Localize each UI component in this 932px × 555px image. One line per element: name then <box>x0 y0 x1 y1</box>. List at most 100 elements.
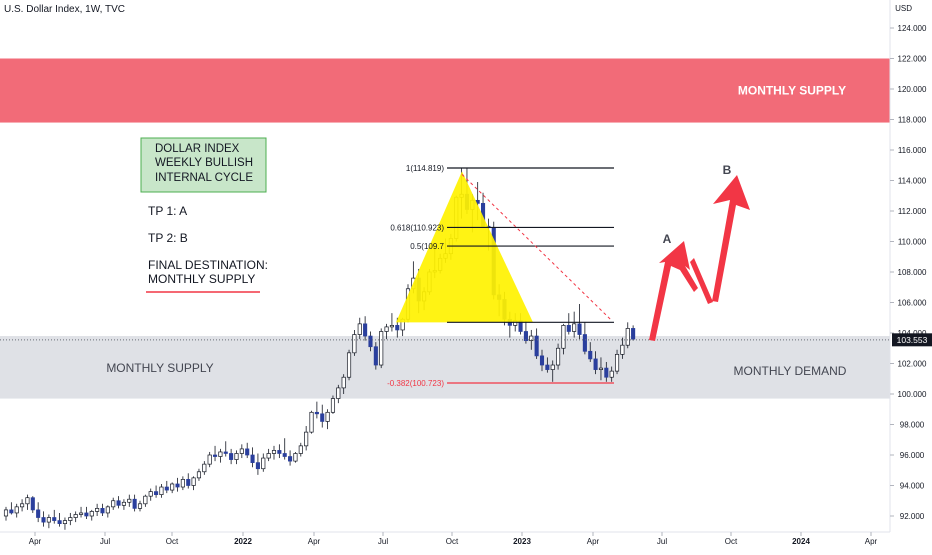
candle-body[interactable] <box>73 514 78 518</box>
candle-body[interactable] <box>266 453 271 459</box>
candle-body[interactable] <box>598 367 604 370</box>
candle-body[interactable] <box>78 512 84 515</box>
candle-body[interactable] <box>137 503 143 509</box>
info-box[interactable] <box>140 137 267 193</box>
candle-body[interactable] <box>582 334 587 352</box>
candle-body[interactable] <box>250 454 255 463</box>
candle-body[interactable] <box>36 509 41 518</box>
target-b-arrow[interactable] <box>690 175 750 304</box>
candle-body[interactable] <box>212 454 218 457</box>
candle-body[interactable] <box>609 370 614 378</box>
candle-body[interactable] <box>320 413 325 422</box>
candle-body[interactable] <box>164 486 169 491</box>
candle-body[interactable] <box>180 479 185 488</box>
candle-body[interactable] <box>261 457 266 470</box>
candle-body[interactable] <box>207 454 212 465</box>
candle-body[interactable] <box>572 323 577 332</box>
candle-body[interactable] <box>143 495 148 505</box>
candle-body[interactable] <box>255 462 260 470</box>
candle-body[interactable] <box>9 509 14 514</box>
candle-body[interactable] <box>614 354 620 372</box>
candle-body[interactable] <box>363 323 368 337</box>
candle-body[interactable] <box>604 367 609 378</box>
candle-body[interactable] <box>330 398 336 413</box>
candle-body[interactable] <box>111 500 116 508</box>
candle-body[interactable] <box>352 334 357 354</box>
candle-body[interactable] <box>550 364 555 370</box>
candle-body[interactable] <box>529 335 534 341</box>
candle-body[interactable] <box>588 350 593 360</box>
monthly-supply-zone-top[interactable] <box>0 58 890 123</box>
candle-body[interactable] <box>282 453 287 457</box>
candle-body[interactable] <box>341 376 346 389</box>
candle-body[interactable] <box>89 511 94 517</box>
candle-body[interactable] <box>271 450 277 454</box>
candle-body[interactable] <box>239 448 244 454</box>
candle-body[interactable] <box>373 346 378 366</box>
candle-body[interactable] <box>218 451 223 457</box>
candle-body[interactable] <box>379 331 384 366</box>
candle-body[interactable] <box>202 463 207 473</box>
candle-body[interactable] <box>25 497 30 505</box>
candle-body[interactable] <box>556 347 561 366</box>
candle-body[interactable] <box>384 326 389 332</box>
candle-body[interactable] <box>20 503 25 508</box>
candle-body[interactable] <box>191 477 196 486</box>
candle-body[interactable] <box>57 520 62 524</box>
candle-body[interactable] <box>368 335 373 348</box>
candle-body[interactable] <box>148 491 153 497</box>
candle-body[interactable] <box>196 471 202 479</box>
candle-body[interactable] <box>395 325 400 331</box>
target-a-arrow[interactable] <box>649 241 698 341</box>
candle-body[interactable] <box>100 508 105 514</box>
candle-body[interactable] <box>593 358 598 370</box>
candle-body[interactable] <box>631 328 636 340</box>
candle-body[interactable] <box>52 517 57 521</box>
candle-body[interactable] <box>298 445 303 454</box>
candle-body[interactable] <box>389 325 394 328</box>
bullish-cycle-triangle[interactable] <box>396 171 533 323</box>
candle-body[interactable] <box>561 325 566 349</box>
candle-body[interactable] <box>234 453 239 460</box>
candle-body[interactable] <box>523 331 528 341</box>
candle-body[interactable] <box>625 328 630 346</box>
candle-body[interactable] <box>304 431 309 447</box>
candle-body[interactable] <box>314 411 319 415</box>
candle-body[interactable] <box>566 325 571 332</box>
candle-body[interactable] <box>175 483 180 488</box>
candle-body[interactable] <box>132 498 137 509</box>
candle-body[interactable] <box>116 500 121 506</box>
candle-body[interactable] <box>229 453 234 460</box>
candle-body[interactable] <box>309 411 314 433</box>
candle-body[interactable] <box>121 501 126 506</box>
candle-body[interactable] <box>62 520 68 524</box>
candle-body[interactable] <box>277 450 282 454</box>
candle-body[interactable] <box>357 323 362 335</box>
candle-body[interactable] <box>95 508 100 512</box>
candle-body[interactable] <box>288 456 293 462</box>
candle-body[interactable] <box>539 355 545 366</box>
candle-body[interactable] <box>84 512 89 517</box>
monthly-demand-zone[interactable] <box>0 336 890 399</box>
candle-body[interactable] <box>223 451 228 454</box>
candle-body[interactable] <box>3 509 9 517</box>
descending-trendline[interactable] <box>461 174 613 322</box>
symbol-title[interactable]: U.S. Dollar Index, 1W, TVC <box>4 4 125 15</box>
candle-body[interactable] <box>346 352 352 378</box>
candle-body[interactable] <box>14 506 19 514</box>
candle-body[interactable] <box>336 387 341 399</box>
candle-body[interactable] <box>105 506 110 514</box>
candle-body[interactable] <box>293 453 298 462</box>
candle-body[interactable] <box>159 486 164 495</box>
candle-body[interactable] <box>46 517 51 523</box>
candle-body[interactable] <box>170 483 175 491</box>
candle-body[interactable] <box>30 497 35 511</box>
candle-body[interactable] <box>577 323 582 335</box>
candle-body[interactable] <box>68 517 73 521</box>
candle-body[interactable] <box>620 344 625 355</box>
candle-body[interactable] <box>245 448 250 456</box>
candle-body[interactable] <box>127 498 132 503</box>
candle-body[interactable] <box>154 491 159 496</box>
